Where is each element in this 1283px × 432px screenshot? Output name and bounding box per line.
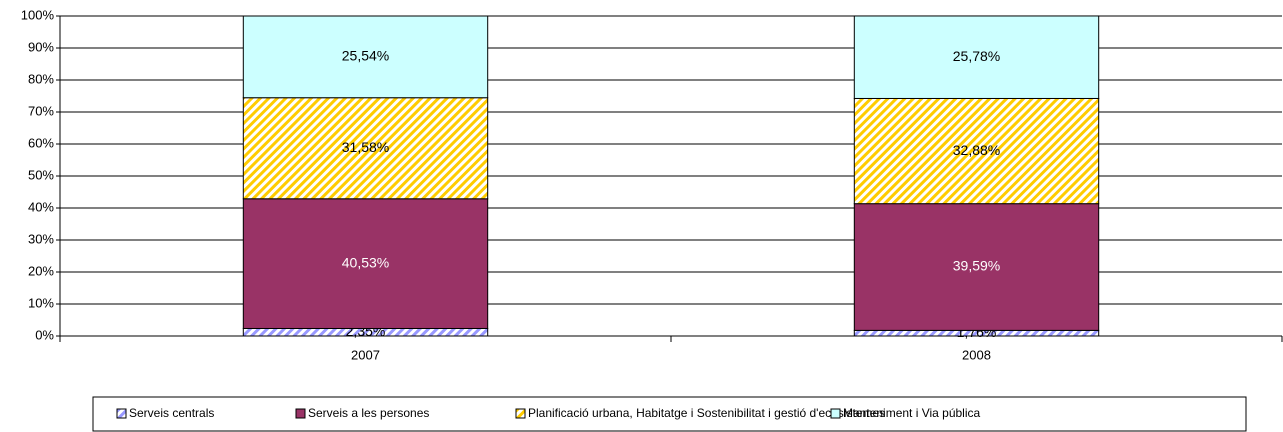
y-tick-label: 100%: [21, 7, 55, 22]
data-label: 25,78%: [953, 48, 1000, 64]
bar-segment: [853, 203, 1100, 331]
x-tick-label: 2008: [962, 347, 991, 362]
y-tick-label: 90%: [28, 39, 54, 54]
legend-label: Planificació urbana, Habitatge i Sosteni…: [528, 406, 885, 420]
legend-label: Serveis a les persones: [308, 406, 429, 420]
y-tick-label: 40%: [28, 199, 54, 214]
bar-segment: [242, 198, 489, 329]
y-tick-label: 80%: [28, 71, 54, 86]
legend-swatch: [830, 408, 841, 419]
y-tick-label: 60%: [28, 135, 54, 150]
legend-label: Serveis centrals: [129, 406, 214, 420]
bar-segment: [242, 97, 489, 200]
legend-swatch: [515, 408, 526, 419]
y-tick-label: 50%: [28, 167, 54, 182]
y-tick-label: 10%: [28, 295, 54, 310]
legend-swatch: [295, 408, 306, 419]
data-label: 40,53%: [342, 254, 389, 270]
bar-segment: [853, 15, 1100, 99]
data-label: 31,58%: [342, 139, 389, 155]
y-tick-label: 70%: [28, 103, 54, 118]
data-label: 39,59%: [953, 258, 1000, 274]
y-tick-label: 0%: [35, 327, 54, 342]
bar-segment: [242, 15, 489, 99]
y-tick-label: 20%: [28, 263, 54, 278]
y-tick-label: 30%: [28, 231, 54, 246]
bar-segment: [853, 97, 1100, 205]
legend-label: Manteniment i Via pública: [843, 406, 981, 420]
data-label: 25,54%: [342, 48, 389, 64]
x-tick-label: 2007: [351, 347, 380, 362]
data-label: 32,88%: [953, 142, 1000, 158]
legend-box: [92, 396, 1247, 432]
legend-swatch: [116, 408, 127, 419]
